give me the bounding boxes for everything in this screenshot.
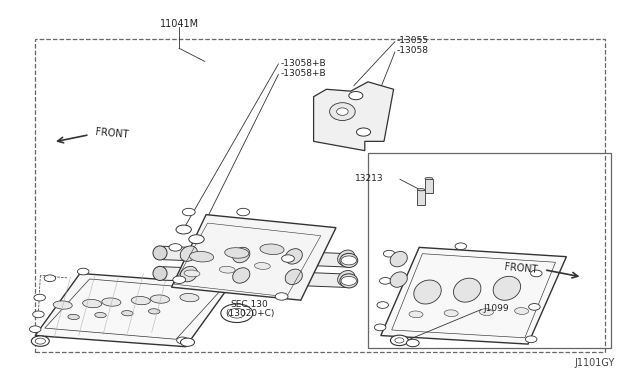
Circle shape — [177, 337, 188, 344]
Bar — [425, 179, 433, 193]
Text: FRONT: FRONT — [95, 128, 129, 140]
Ellipse shape — [122, 311, 133, 316]
Ellipse shape — [493, 276, 520, 300]
Ellipse shape — [189, 251, 214, 262]
Ellipse shape — [68, 314, 79, 320]
Ellipse shape — [153, 246, 167, 260]
Ellipse shape — [479, 309, 493, 315]
Circle shape — [529, 304, 540, 310]
Text: 13213: 13213 — [355, 174, 384, 183]
Text: (13020+C): (13020+C) — [225, 309, 275, 318]
Polygon shape — [381, 247, 566, 344]
Circle shape — [77, 268, 89, 275]
Text: 11041M: 11041M — [159, 19, 199, 29]
Circle shape — [395, 338, 404, 343]
Circle shape — [221, 304, 253, 323]
Circle shape — [237, 208, 250, 216]
Bar — [417, 190, 425, 205]
Ellipse shape — [225, 248, 249, 258]
Text: -13058+B: -13058+B — [280, 59, 326, 68]
Text: FRONT: FRONT — [504, 262, 538, 275]
Ellipse shape — [220, 266, 235, 273]
Ellipse shape — [233, 247, 250, 263]
Circle shape — [377, 302, 388, 308]
Ellipse shape — [255, 263, 270, 269]
Ellipse shape — [444, 310, 458, 317]
Ellipse shape — [414, 280, 441, 304]
Bar — [35, 39, 605, 352]
Ellipse shape — [340, 253, 358, 267]
Circle shape — [31, 336, 49, 346]
Circle shape — [341, 276, 356, 285]
Ellipse shape — [337, 108, 348, 115]
Circle shape — [282, 255, 294, 262]
Circle shape — [176, 225, 191, 234]
Circle shape — [34, 294, 45, 301]
Polygon shape — [314, 82, 394, 151]
Circle shape — [182, 208, 195, 216]
Polygon shape — [163, 246, 349, 267]
Ellipse shape — [233, 268, 250, 283]
Ellipse shape — [285, 248, 302, 264]
Circle shape — [531, 270, 542, 277]
Circle shape — [356, 128, 371, 136]
Ellipse shape — [390, 272, 407, 287]
Ellipse shape — [390, 251, 407, 267]
Circle shape — [173, 276, 186, 283]
Ellipse shape — [180, 246, 197, 262]
Ellipse shape — [184, 270, 200, 277]
Ellipse shape — [153, 266, 167, 280]
Circle shape — [35, 338, 45, 344]
Circle shape — [228, 308, 245, 318]
Ellipse shape — [338, 250, 355, 266]
Ellipse shape — [330, 103, 355, 121]
Circle shape — [406, 339, 419, 347]
Text: SEC.130: SEC.130 — [231, 300, 268, 309]
Ellipse shape — [148, 309, 160, 314]
Polygon shape — [163, 267, 349, 288]
Ellipse shape — [180, 294, 199, 302]
Ellipse shape — [425, 177, 433, 180]
Circle shape — [349, 92, 363, 100]
Ellipse shape — [150, 295, 170, 303]
Circle shape — [380, 278, 391, 284]
Ellipse shape — [285, 269, 302, 285]
Circle shape — [44, 275, 56, 282]
Text: -13058+B: -13058+B — [280, 69, 326, 78]
Ellipse shape — [102, 298, 121, 306]
Circle shape — [275, 293, 288, 300]
Text: -13058: -13058 — [397, 46, 429, 55]
Circle shape — [169, 244, 182, 251]
Ellipse shape — [340, 274, 358, 288]
Circle shape — [374, 324, 386, 331]
Ellipse shape — [338, 270, 355, 286]
Ellipse shape — [53, 301, 72, 309]
Ellipse shape — [515, 308, 529, 314]
Text: J1099: J1099 — [483, 304, 509, 313]
Ellipse shape — [95, 312, 106, 318]
Circle shape — [29, 326, 41, 333]
Circle shape — [33, 311, 44, 318]
Circle shape — [525, 336, 537, 343]
Circle shape — [189, 235, 204, 244]
Circle shape — [455, 243, 467, 250]
Ellipse shape — [417, 189, 425, 191]
Ellipse shape — [409, 311, 423, 318]
Polygon shape — [35, 273, 230, 347]
Circle shape — [180, 338, 195, 346]
Polygon shape — [172, 215, 336, 300]
Circle shape — [341, 256, 356, 265]
Ellipse shape — [83, 299, 102, 308]
Ellipse shape — [260, 244, 284, 254]
Circle shape — [383, 250, 395, 257]
Ellipse shape — [454, 278, 481, 302]
Bar — [368, 153, 611, 348]
Text: J1101GY: J1101GY — [574, 358, 614, 368]
Text: -13055: -13055 — [397, 36, 429, 45]
Ellipse shape — [180, 266, 197, 282]
Ellipse shape — [131, 296, 150, 305]
Circle shape — [390, 335, 408, 346]
